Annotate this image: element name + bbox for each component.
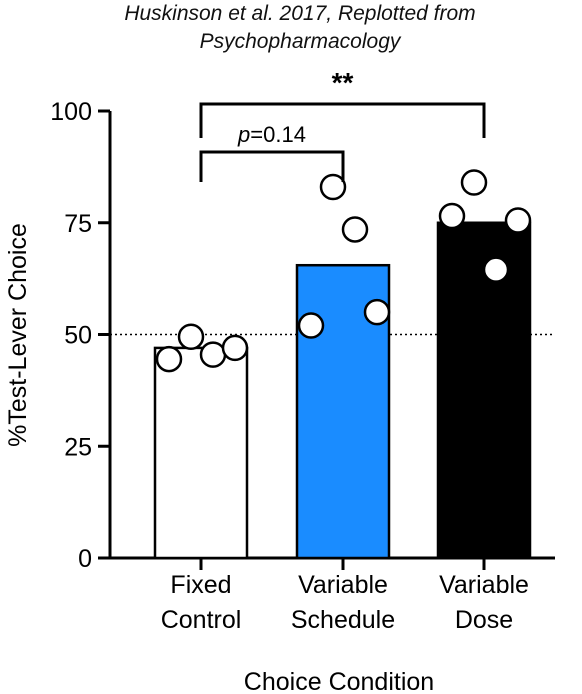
data-point <box>504 207 532 234</box>
significance-bracket <box>199 150 345 182</box>
significance-label: ** <box>332 67 354 98</box>
data-point <box>177 323 205 350</box>
data-point <box>363 298 391 326</box>
y-tick-label: 25 <box>64 433 92 461</box>
data-point <box>460 169 488 196</box>
data-point <box>438 202 466 230</box>
axes: 0 25 50 75 100 Fixed Control Variable Schedule Va… <box>50 98 555 634</box>
x-tick-label: Schedule <box>291 606 395 634</box>
bar <box>436 221 532 560</box>
chart-subtitle: Psychopharmacology <box>200 30 402 53</box>
data-point <box>319 173 347 201</box>
x-tick-label: Variable <box>439 571 529 599</box>
data-point <box>482 256 510 283</box>
chart-title: Huskinson et al. 2017, Replotted from <box>124 2 475 25</box>
significance-brackets: p=0.14 ** <box>199 67 486 182</box>
data-point <box>155 345 183 373</box>
y-tick-label: 75 <box>64 210 92 238</box>
bar <box>153 346 249 560</box>
data-point <box>297 312 325 339</box>
x-tick-label: Fixed <box>170 571 231 599</box>
x-axis-label: Choice Condition <box>244 668 434 694</box>
y-tick-label: 50 <box>64 322 92 350</box>
x-tick-label: Variable <box>298 571 388 599</box>
data-point <box>199 341 227 368</box>
title-group: Huskinson et al. 2017, Replotted from Ps… <box>124 2 475 53</box>
significance-label: p=0.14 <box>237 122 306 147</box>
p-symbol: p <box>237 122 250 147</box>
x-tick-label: Dose <box>455 606 513 634</box>
x-tick-label: Control <box>161 606 242 634</box>
y-axis-label: %Test-Lever Choice <box>4 223 32 447</box>
significance-bracket <box>199 102 486 138</box>
data-point <box>341 216 369 243</box>
y-tick-label: 100 <box>50 98 92 126</box>
bars <box>153 221 532 560</box>
p-value: =0.14 <box>250 122 306 147</box>
data-points <box>155 169 532 373</box>
data-point <box>221 334 249 362</box>
y-tick-label: 0 <box>78 545 92 573</box>
